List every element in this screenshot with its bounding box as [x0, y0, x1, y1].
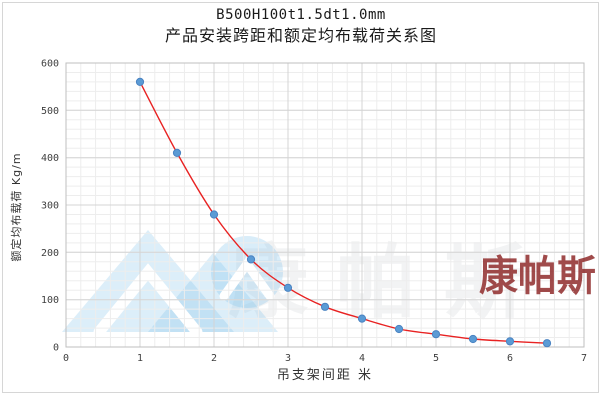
data-point: [468, 334, 478, 344]
chart-title-main: 产品安装跨距和额定均布载荷关系图: [164, 26, 437, 45]
x-tick-label: 6: [507, 353, 513, 364]
y-axis-title: 额定均布载荷 Kg/m: [10, 152, 23, 262]
x-tick-label: 3: [285, 353, 291, 364]
data-point: [394, 324, 404, 334]
x-tick-label: 1: [137, 353, 143, 364]
x-tick-label: 4: [359, 353, 365, 364]
x-tick-label: 7: [581, 353, 587, 364]
panel-border: [2, 2, 599, 393]
chart-title-block: B500H100t1.5dt1.0mm 产品安装跨距和额定均布载荷关系图: [0, 6, 602, 46]
data-point: [431, 330, 441, 339]
data-point: [542, 339, 552, 348]
data-point: [246, 255, 256, 264]
y-tick-label: 100: [41, 295, 59, 306]
x-axis-title: 吊支架间距 米: [276, 368, 374, 383]
x-tick-label: 2: [211, 353, 217, 364]
data-point: [172, 148, 182, 157]
chart-title-model: B500H100t1.5dt1.0mm: [216, 7, 386, 23]
plot-border: [65, 62, 585, 348]
y-tick-label: 200: [41, 248, 59, 259]
data-point: [209, 210, 219, 219]
data-point: [283, 283, 293, 292]
x-tick-label: 5: [433, 353, 439, 364]
data-point: [505, 337, 515, 346]
y-tick-label: 500: [41, 106, 59, 117]
y-tick-label: 300: [41, 201, 59, 212]
data-point: [135, 77, 145, 87]
x-tick-label: 0: [63, 353, 69, 364]
data-point: [320, 302, 330, 311]
y-tick-label: 0: [53, 343, 59, 354]
y-tick-label: 600: [41, 59, 59, 70]
y-tick-label: 400: [41, 153, 59, 164]
data-point: [357, 314, 367, 323]
